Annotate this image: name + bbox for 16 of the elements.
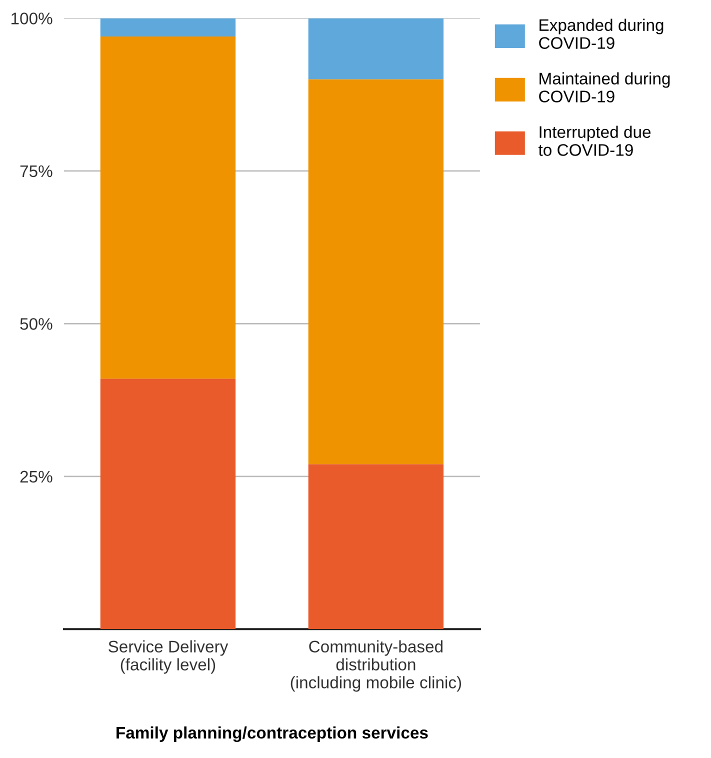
x-tick-label: Service Delivery (facility level) — [108, 640, 228, 674]
y-tick-label: 100% — [12, 12, 52, 24]
x-axis-title: Family planning/contraception services — [116, 726, 428, 742]
legend-label: Expanded during COVID-19 — [539, 18, 664, 49]
bar — [308, 18, 444, 80]
bar — [308, 464, 444, 630]
bar — [100, 36, 236, 379]
y-tick-label: 75% — [20, 165, 52, 178]
legend-label: Maintained during COVID-19 — [539, 72, 670, 102]
bar — [308, 79, 444, 464]
bar — [100, 378, 236, 630]
bar — [100, 18, 236, 37]
y-tick-label: 25% — [20, 470, 52, 483]
legend-label: Interrupted due to COVID-19 — [538, 126, 651, 156]
y-tick-label: 50% — [20, 318, 52, 330]
x-tick-label: Community-based distribution (including mobile clinic) — [290, 640, 462, 692]
